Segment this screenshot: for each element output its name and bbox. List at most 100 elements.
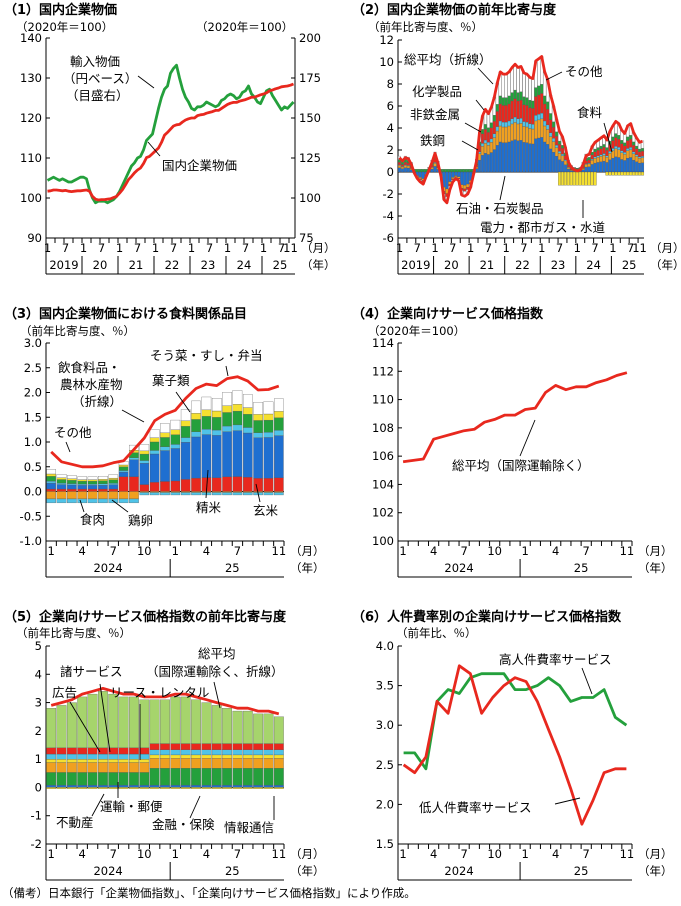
bar-玄米	[263, 437, 274, 479]
bar-食肉	[232, 492, 243, 496]
bar-非鉄金属	[608, 151, 612, 154]
bar-玄米	[139, 463, 150, 485]
y-tick-label: 130	[20, 71, 42, 85]
bar-食肉	[191, 492, 201, 496]
annotation: 鶏卵	[128, 513, 153, 528]
bar-リース・レンタル	[242, 743, 253, 750]
x-month-label: 7	[591, 241, 598, 255]
bar-金融・保険	[56, 785, 67, 788]
bar-食肉	[201, 429, 212, 435]
bar-不動産	[108, 762, 119, 773]
bar-石油・石炭製品	[608, 159, 612, 173]
bar-化学製品	[558, 153, 562, 160]
bar-広告	[222, 749, 232, 756]
y-tick-label: 110	[20, 151, 42, 165]
bar-不動産	[253, 758, 264, 769]
x-month-label: 4	[79, 544, 86, 558]
bar-食料	[587, 157, 591, 161]
bar-非鉄金属	[617, 147, 621, 150]
bar-非鉄金属	[549, 132, 553, 137]
bar-玄米	[253, 437, 263, 479]
bar-金融・保険	[273, 785, 284, 788]
bar-そう菜・すし・弁当	[201, 409, 212, 417]
bar-情報通信	[108, 787, 119, 789]
bar-非鉄金属	[525, 121, 529, 128]
bar-鉄鋼	[626, 140, 630, 149]
series-service-price	[402, 371, 628, 464]
bar-そう菜・すし・弁当	[98, 479, 108, 481]
y-tick-label: -4	[383, 209, 394, 223]
annotation: 広告	[52, 685, 77, 700]
bar-化学製品	[480, 146, 484, 156]
x-month-label: 11	[632, 241, 647, 255]
bar-石油・石炭製品	[581, 169, 585, 173]
bar-リース・レンタル	[180, 743, 191, 750]
bar-情報通信	[232, 754, 243, 759]
bar-リース・レンタル	[149, 743, 160, 750]
bar-電力・都市ガス・水道	[629, 171, 633, 176]
bar-その他	[641, 140, 645, 149]
x-month-label: 1	[172, 544, 179, 558]
x-unit-month: （月）	[290, 847, 325, 861]
bar-化学製品	[629, 149, 633, 158]
bar-化学製品	[555, 147, 559, 157]
bar-諸サービス	[46, 708, 57, 748]
x-month-label: 1	[48, 847, 55, 861]
bar-石油・石炭製品	[549, 148, 553, 173]
bar-石油・石炭製品	[584, 166, 588, 173]
bar-情報通信	[66, 787, 77, 789]
bar-不動産	[87, 762, 98, 773]
bar-非鉄金属	[507, 120, 511, 127]
bar-化学製品	[451, 177, 455, 180]
bar-食料	[602, 144, 606, 148]
bar-不動産	[201, 758, 212, 769]
bar-精米	[67, 488, 77, 492]
bar-食料	[528, 99, 532, 108]
bar-食料	[415, 169, 419, 173]
leader-line	[225, 365, 229, 377]
bar-化学製品	[596, 157, 600, 163]
bar-精米	[149, 482, 160, 492]
y-tick-label: 0.0	[24, 485, 42, 499]
bar-石油・石炭製品	[563, 164, 567, 173]
bar-鉄鋼	[560, 147, 565, 155]
x-unit-month: （月）	[290, 544, 325, 558]
bar-石油・石炭製品	[519, 140, 523, 173]
bar-食料	[605, 147, 609, 151]
bar-食肉	[222, 425, 232, 432]
bar-石油・石炭製品	[566, 168, 570, 173]
bar-食料	[546, 101, 550, 110]
bar-食肉	[118, 470, 129, 473]
bar-石油・石炭製品	[451, 171, 455, 178]
bar-鉄鋼	[543, 103, 547, 122]
annotation: 情報通信	[224, 820, 274, 835]
bar-そう菜・すし・弁当	[222, 405, 232, 413]
bar-情報通信	[160, 754, 170, 759]
leader-line	[581, 667, 593, 695]
bar-広告	[191, 749, 201, 756]
bar-菓子類	[191, 419, 201, 432]
bar-化学製品	[641, 157, 645, 163]
bar-鉄鋼	[617, 138, 621, 148]
bar-鉄鋼	[549, 119, 553, 133]
bar-石油・石炭製品	[430, 168, 434, 173]
bar-非鉄金属	[599, 154, 603, 157]
y-tick-label: 2.5	[376, 758, 394, 772]
annotation: 総平均	[198, 646, 236, 661]
bar-石油・石炭製品	[492, 149, 496, 173]
bar-玄米	[129, 459, 139, 477]
bar-食料	[501, 97, 505, 106]
bar-精米	[170, 480, 181, 492]
bar-食肉	[160, 446, 170, 451]
bar-石油・石炭製品	[569, 170, 573, 173]
bar-菓子類	[201, 416, 212, 430]
bar-不動産	[211, 758, 222, 769]
panel-title: （1）国内企業物価	[4, 2, 117, 18]
bar-化学製品	[563, 160, 567, 165]
annotation: 金融・保険	[152, 817, 215, 832]
bar-玄米	[242, 432, 253, 478]
bar-金融・保険	[98, 785, 108, 788]
bar-鉄鋼	[638, 151, 642, 158]
bar-電力・都市ガス・水道	[590, 171, 594, 186]
